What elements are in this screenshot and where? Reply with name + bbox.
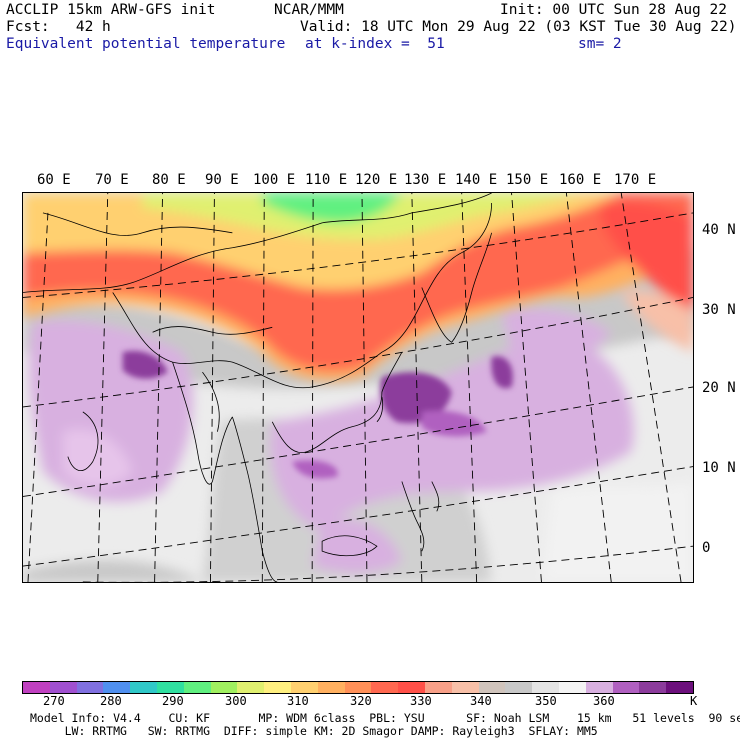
colorbar-label: 290 — [162, 694, 184, 708]
colorbar-swatch — [156, 682, 184, 693]
colorbar-swatch — [585, 682, 613, 693]
footer-line1: Model Info: V4.4 CU: KF MP: WDM 6class P… — [30, 711, 740, 725]
lon-label: 120 E — [355, 172, 398, 188]
colorbar-swatch — [290, 682, 318, 693]
colorbar-label: 330 — [410, 694, 432, 708]
lon-label: 60 E — [37, 172, 71, 188]
colorbar-label: 350 — [535, 694, 557, 708]
colorbar-label: 360 — [593, 694, 615, 708]
colorbar-swatch — [49, 682, 77, 693]
colorbar-swatch — [371, 682, 399, 693]
header-model: ACCLIP 15km ARW-GFS init — [6, 2, 216, 18]
colorbar-swatch — [424, 682, 452, 693]
colorbar-swatch — [23, 682, 50, 693]
colorbar — [22, 681, 694, 694]
colorbar-swatch — [103, 682, 131, 693]
header-smooth: sm= 2 — [578, 36, 622, 52]
colorbar-label: 280 — [100, 694, 122, 708]
colorbar-swatch — [76, 682, 104, 693]
lon-label: 80 E — [152, 172, 186, 188]
lat-label: 30 N — [702, 302, 736, 318]
lat-label: 10 N — [702, 460, 736, 476]
lon-label: 130 E — [404, 172, 447, 188]
lon-label: 150 E — [506, 172, 549, 188]
lon-label: 170 E — [614, 172, 657, 188]
colorbar-swatch — [130, 682, 157, 693]
colorbar-label: 310 — [287, 694, 309, 708]
colorbar-label: 320 — [350, 694, 372, 708]
header-level: at k-index = 51 — [305, 36, 445, 52]
lon-label: 70 E — [95, 172, 129, 188]
header-field: Equivalent potential temperature — [6, 36, 286, 52]
colorbar-label: 340 — [470, 694, 492, 708]
header-fcst: Fcst: 42 h — [6, 19, 111, 35]
colorbar-unit: K — [690, 694, 698, 708]
lon-label: 160 E — [559, 172, 602, 188]
colorbar-swatch — [183, 682, 211, 693]
colorbar-swatch — [478, 682, 506, 693]
colorbar-swatch — [317, 682, 345, 693]
colorbar-swatch — [505, 682, 533, 693]
header-init: Init: 00 UTC Sun 28 Aug 22 — [500, 2, 727, 18]
colorbar-swatch — [666, 682, 693, 693]
lon-label: 110 E — [305, 172, 348, 188]
colorbar-swatch — [532, 682, 559, 693]
lon-label: 100 E — [253, 172, 296, 188]
colorbar-label: 300 — [225, 694, 247, 708]
lat-label: 0 — [702, 540, 711, 556]
colorbar-swatch — [264, 682, 291, 693]
lon-label: 90 E — [205, 172, 239, 188]
colorbar-swatch — [210, 682, 238, 693]
colorbar-swatch — [237, 682, 265, 693]
lat-label: 40 N — [702, 222, 736, 238]
footer-line2: LW: RRTMG SW: RRTMG DIFF: simple KM: 2D … — [30, 724, 598, 738]
theta-e-map — [22, 192, 694, 583]
lon-label: 140 E — [455, 172, 498, 188]
colorbar-label: 270 — [43, 694, 65, 708]
colorbar-swatch — [612, 682, 640, 693]
lat-label: 20 N — [702, 380, 736, 396]
colorbar-swatch — [451, 682, 479, 693]
header-center: NCAR/MMM — [274, 2, 344, 18]
colorbar-swatch — [639, 682, 667, 693]
colorbar-swatch — [558, 682, 586, 693]
colorbar-swatch — [398, 682, 425, 693]
colorbar-swatch — [344, 682, 372, 693]
header-valid: Valid: 18 UTC Mon 29 Aug 22 (03 KST Tue … — [300, 19, 737, 35]
